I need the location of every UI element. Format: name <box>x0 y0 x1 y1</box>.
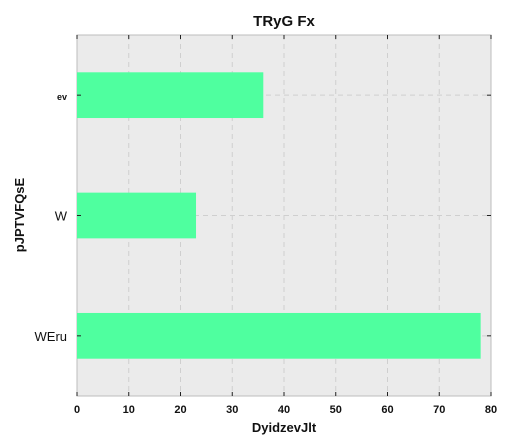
y-tick-label: ev <box>57 92 67 102</box>
x-axis-label: DyidzevJlt <box>252 420 317 435</box>
x-tick-label: 40 <box>278 404 290 416</box>
x-tick-label: 80 <box>485 404 497 416</box>
x-tick-label: 0 <box>74 404 80 416</box>
bar-W <box>77 192 197 239</box>
x-tick-label: 20 <box>174 404 186 416</box>
x-tick-label: 50 <box>330 404 342 416</box>
x-tick-label: 70 <box>433 404 445 416</box>
x-tick-label: 60 <box>381 404 393 416</box>
x-tick-label: 30 <box>226 404 238 416</box>
bar-ev <box>77 72 264 119</box>
y-tick-label: W <box>55 209 68 224</box>
y-tick-label: WEru <box>35 329 68 344</box>
bar-WEru <box>77 312 481 359</box>
chart-title: TRyG Fx <box>253 13 315 30</box>
y-axis-ticks: ev W WEru <box>35 92 491 344</box>
x-tick-label: 10 <box>123 404 135 416</box>
bars <box>77 72 481 359</box>
x-axis-ticks: 0 10 20 30 40 50 60 70 80 <box>74 35 497 416</box>
y-axis-label: pJPTVFQsE <box>12 177 27 252</box>
